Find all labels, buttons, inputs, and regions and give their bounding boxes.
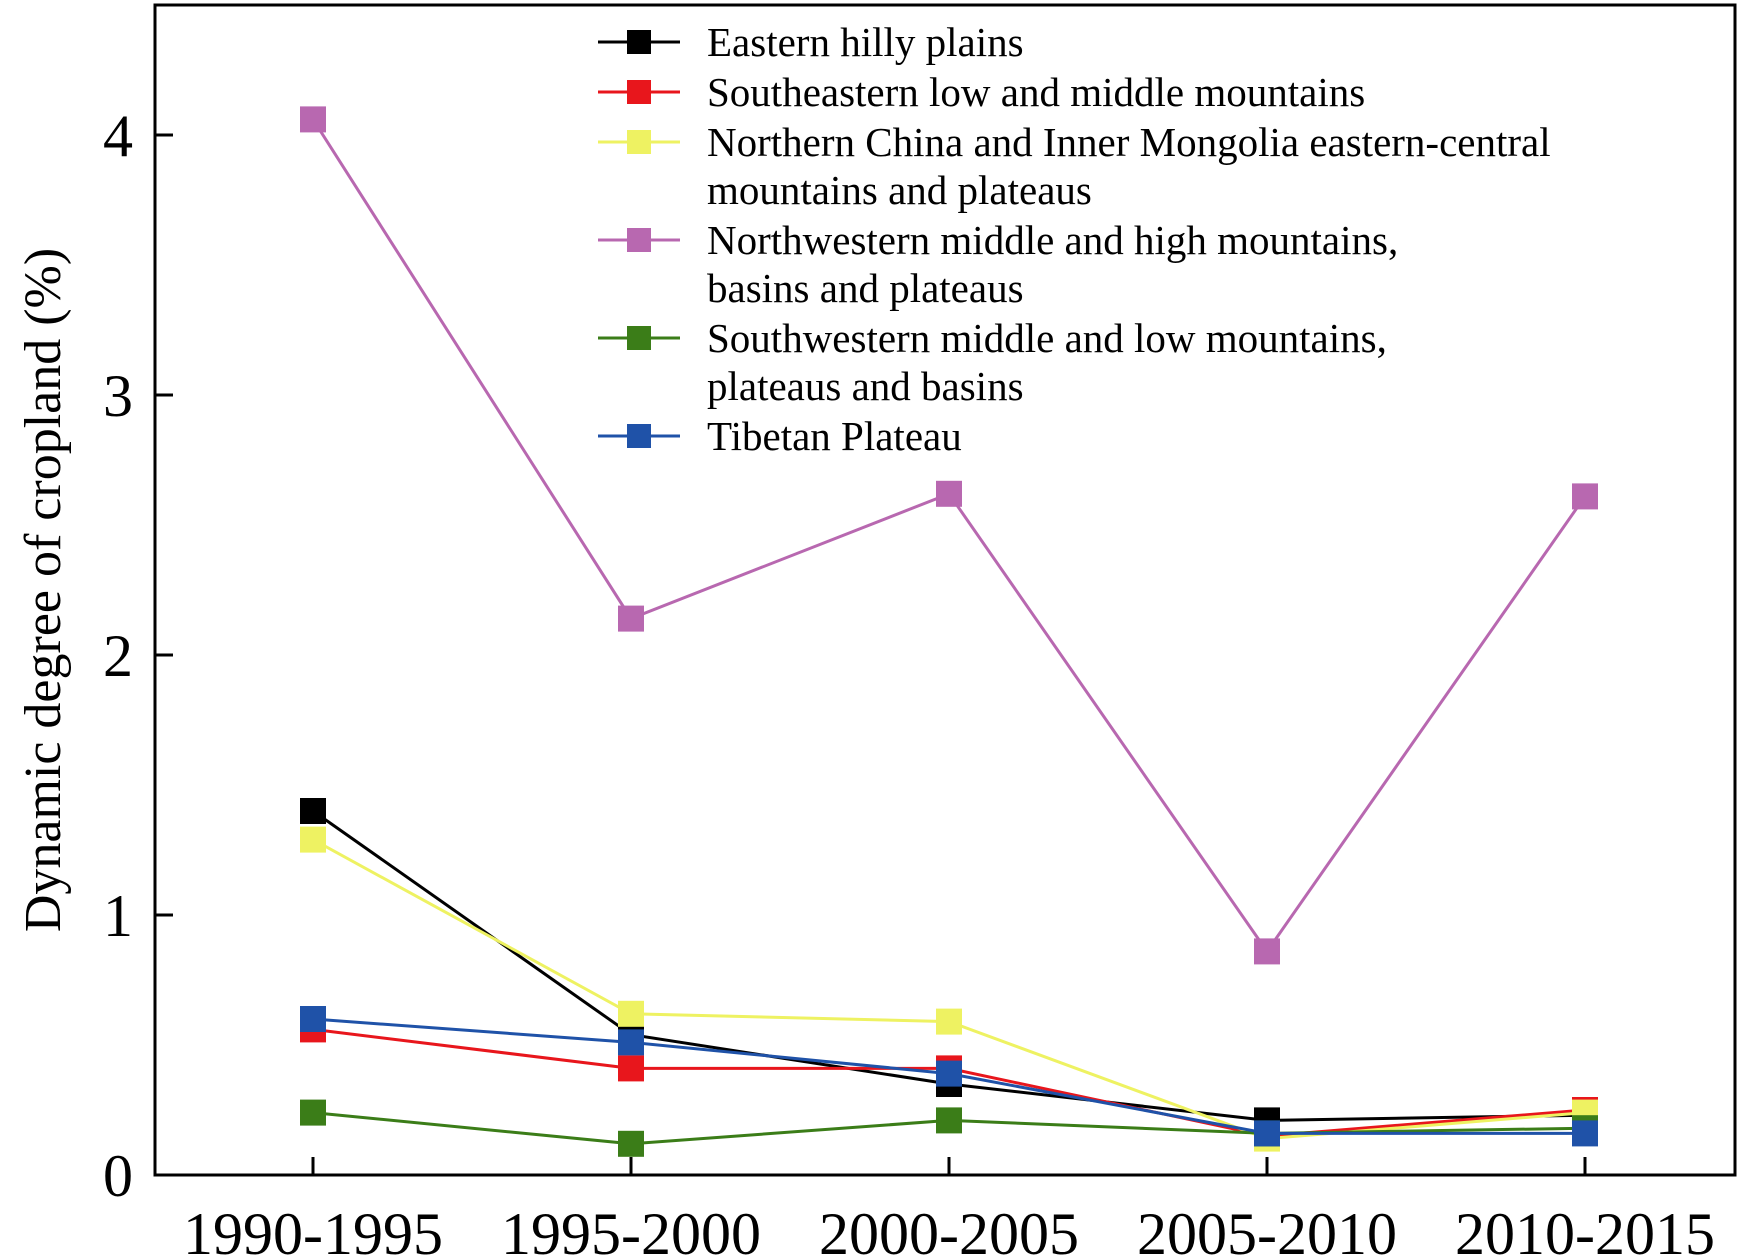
y-axis-label: Dynamic degree of cropland (%) xyxy=(15,248,72,932)
data-point xyxy=(300,798,326,824)
data-point xyxy=(1572,483,1598,510)
data-point xyxy=(936,1107,962,1134)
y-tick-label: 0 xyxy=(103,1143,133,1209)
legend-label: plateaus and basins xyxy=(707,363,1024,409)
data-point xyxy=(618,1130,644,1157)
data-point xyxy=(1254,938,1280,965)
plot-frame xyxy=(153,3,1737,1177)
legend-entry: Northwestern middle and high mountains,b… xyxy=(598,217,1398,311)
legend-entry: Eastern hilly plains xyxy=(598,19,1024,65)
legend-marker xyxy=(627,326,651,350)
data-point xyxy=(618,605,644,632)
legend-entry: Southwestern middle and low mountains,pl… xyxy=(598,315,1387,409)
data-point xyxy=(1572,1120,1598,1147)
legend-label: Southeastern low and middle mountains xyxy=(707,69,1365,115)
legend-entry: Southeastern low and middle mountains xyxy=(598,69,1365,115)
x-tick-label: 2010-2015 xyxy=(1455,1201,1715,1257)
legend-marker xyxy=(627,30,651,54)
legend-label: Tibetan Plateau xyxy=(707,413,962,459)
x-tick-label: 1995-2000 xyxy=(501,1201,761,1257)
series-5 xyxy=(300,1006,1598,1147)
legend-marker xyxy=(627,424,651,448)
data-point xyxy=(1254,1120,1280,1147)
series-2 xyxy=(300,826,1598,1152)
x-tick-label: 2005-2010 xyxy=(1137,1201,1397,1257)
data-point xyxy=(936,480,962,507)
legend-marker xyxy=(627,80,651,104)
data-point xyxy=(618,1000,644,1027)
data-point xyxy=(300,1099,326,1126)
legend-label: mountains and plateaus xyxy=(707,167,1092,213)
data-point xyxy=(300,1006,326,1032)
plot-area xyxy=(153,3,1737,1177)
y-tick-label: 2 xyxy=(103,623,133,689)
data-point xyxy=(618,1055,644,1082)
y-axis: 0 1 2 3 4 xyxy=(103,103,173,1209)
data-point xyxy=(936,1060,962,1087)
legend-label: basins and plateaus xyxy=(707,265,1024,311)
legend-marker xyxy=(627,130,651,154)
x-axis: 1990-1995 1995-2000 2000-2005 2005-2010 2010… xyxy=(183,1157,1715,1257)
y-tick-label: 1 xyxy=(103,883,133,949)
legend-label: Southwestern middle and low mountains, xyxy=(707,315,1387,361)
series-layer xyxy=(300,106,1598,1157)
x-tick-label: 2000-2005 xyxy=(819,1201,1079,1257)
legend-label: Eastern hilly plains xyxy=(707,19,1024,65)
legend-entry: Northern China and Inner Mongolia easter… xyxy=(598,119,1551,213)
x-tick-label: 1990-1995 xyxy=(183,1201,443,1257)
legend-label: Northern China and Inner Mongolia easter… xyxy=(707,119,1551,165)
data-point xyxy=(300,106,326,133)
data-point xyxy=(936,1008,962,1035)
y-tick-label: 4 xyxy=(103,103,133,169)
series-3 xyxy=(300,106,1598,965)
data-point xyxy=(300,826,326,853)
y-tick-label: 3 xyxy=(103,363,133,429)
legend-entry: Tibetan Plateau xyxy=(598,413,962,459)
legend-marker xyxy=(627,228,651,252)
data-point xyxy=(618,1029,644,1056)
legend-label: Northwestern middle and high mountains, xyxy=(707,217,1398,263)
